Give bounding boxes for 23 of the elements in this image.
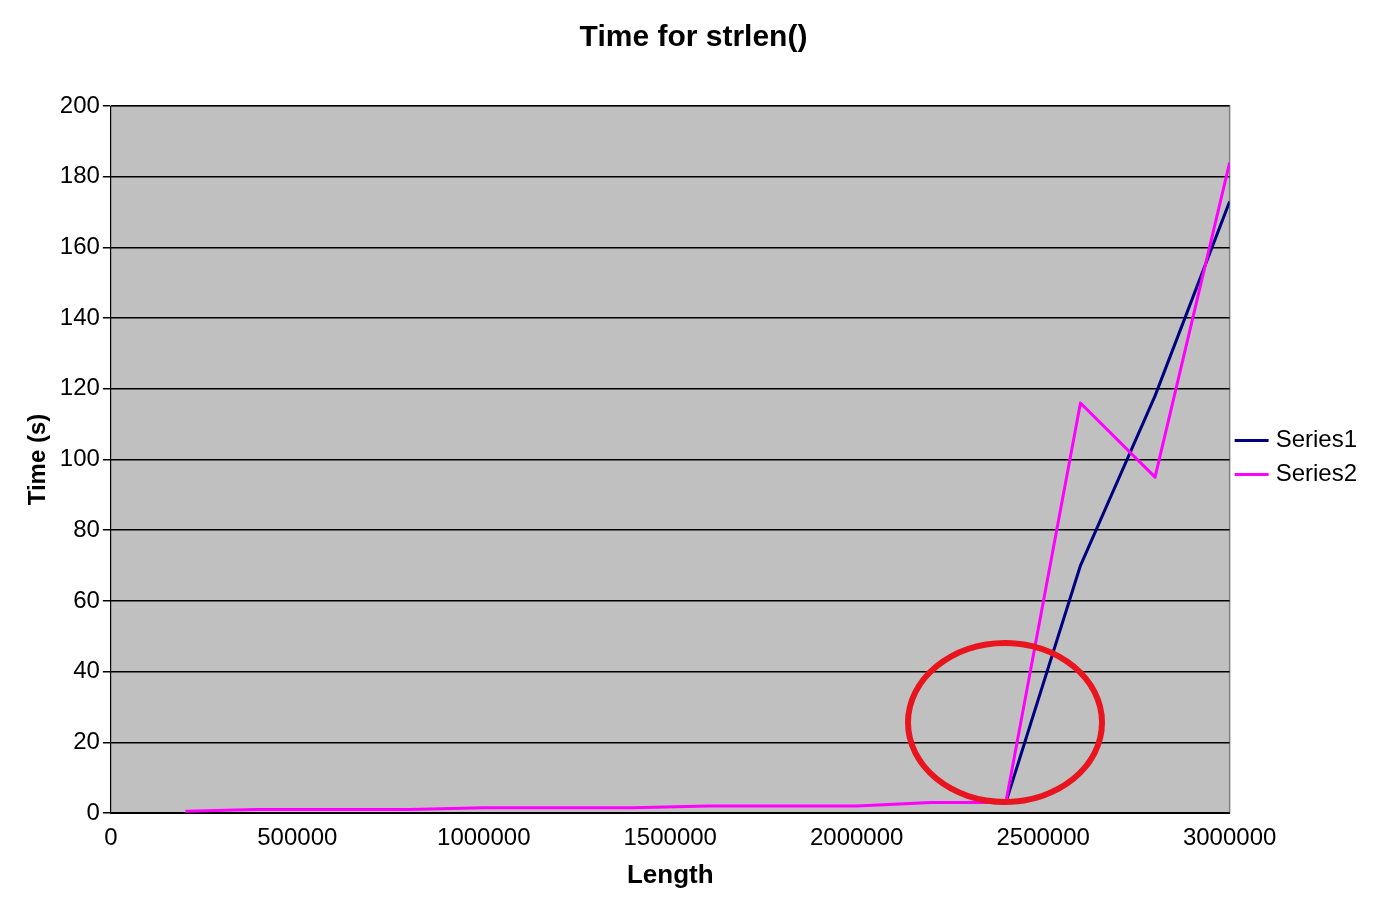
- y-tick-label: 180: [59, 161, 100, 189]
- chart-title: Time for strlen(): [579, 19, 808, 53]
- x-tick-label: 1000000: [437, 823, 531, 851]
- y-axis-title: Time (s): [23, 413, 51, 506]
- legend-label: Series2: [1275, 459, 1357, 487]
- y-tick-label: 200: [59, 90, 100, 118]
- legend-label: Series1: [1275, 425, 1357, 453]
- y-tick-label: 120: [59, 373, 100, 401]
- x-tick-label: 2000000: [809, 823, 904, 851]
- x-tick-label: 500000: [257, 823, 338, 851]
- x-tick-label: 1500000: [623, 823, 717, 851]
- y-tick-label: 160: [59, 232, 100, 260]
- x-tick-label: 3000000: [1182, 823, 1277, 851]
- x-tick-label: 0: [104, 823, 118, 851]
- y-tick-label: 140: [59, 302, 100, 330]
- y-tick-label: 40: [73, 656, 100, 684]
- y-tick-label: 20: [73, 726, 100, 754]
- y-tick-label: 60: [73, 585, 100, 613]
- y-tick-label: 0: [86, 797, 100, 825]
- y-tick-label: 100: [59, 444, 100, 472]
- x-tick-label: 2500000: [996, 823, 1090, 851]
- y-tick-label: 80: [73, 514, 100, 542]
- x-axis-title: Length: [626, 858, 714, 889]
